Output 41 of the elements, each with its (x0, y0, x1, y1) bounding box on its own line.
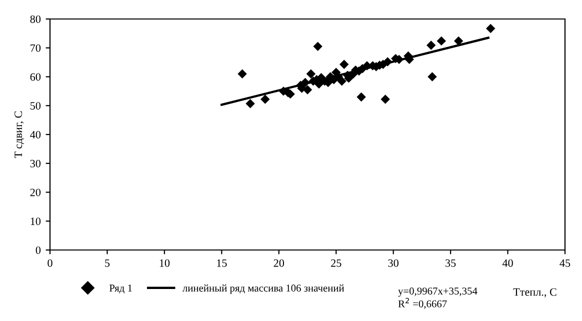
x-tick-label: 40 (502, 259, 513, 267)
point (426, 40, 436, 50)
y-tick-label: 80 (30, 15, 41, 23)
point (300, 78, 310, 88)
point (380, 94, 390, 104)
point (428, 72, 437, 82)
point (313, 42, 322, 52)
point (340, 60, 349, 69)
x-tick-label: 5 (105, 259, 110, 267)
point (383, 57, 392, 66)
point (246, 98, 255, 108)
x-tick-label: 0 (48, 259, 52, 267)
x-tick-label: 15 (217, 259, 227, 267)
y-tick-label: 30 (30, 160, 41, 168)
point (436, 36, 446, 46)
point (260, 94, 270, 104)
y-tick-label: 10 (30, 218, 41, 226)
x-tick-label: 20 (274, 259, 284, 267)
y-tick-label: 40 (30, 130, 41, 138)
x-tick-label: 35 (446, 259, 456, 267)
x-tick-label: 45 (560, 259, 570, 267)
x-tick-label: 30 (388, 259, 398, 267)
point (454, 36, 464, 46)
x-axis-title: Tтепл., C (513, 288, 556, 298)
y-tick-label: 70 (30, 44, 41, 52)
point (306, 69, 316, 78)
text: y=0,9967x+35,354 (398, 288, 478, 297)
point (337, 76, 346, 86)
y-axis-title: T сдвиг, C (14, 111, 24, 158)
y-tick-label: 60 (30, 73, 41, 81)
legend-label: линейный ряд массива 106 значений (182, 284, 344, 294)
text: R$^{2}$ =0,6667 (398, 298, 447, 309)
x-tick-label: 10 (160, 259, 170, 267)
point (356, 92, 366, 102)
point (238, 69, 247, 78)
y-tick-label: 20 (30, 188, 41, 196)
y-tick-label: 50 (30, 102, 41, 110)
x-tick-label: 25 (331, 259, 342, 267)
y-tick-label: 0 (36, 246, 41, 254)
legend-label: Ряд 1 (109, 284, 132, 294)
point (486, 24, 496, 34)
